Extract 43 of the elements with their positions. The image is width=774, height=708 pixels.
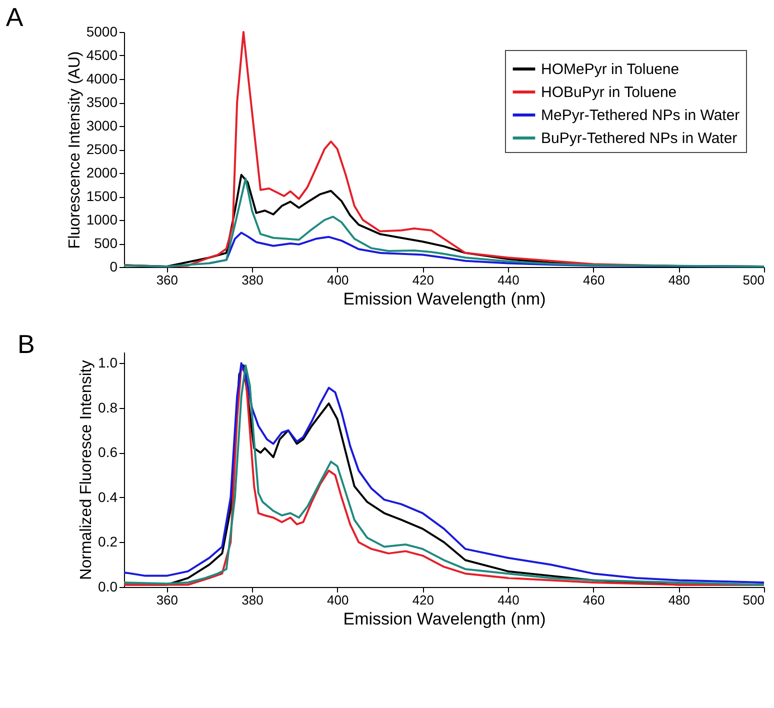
legend-label: HOBuPyr in Toluene [541,84,677,101]
x-tick-label: 400 [326,272,349,288]
x-tick-label: 480 [668,592,690,608]
y-axis-title: Fluorescence Intensity (AU) [66,51,84,249]
x-tick-label: 460 [582,272,605,288]
x-tick-label: 380 [242,272,264,288]
x-tick-label: 360 [156,592,178,608]
y-tick-label: 3500 [86,94,118,110]
x-tick-label: 440 [498,272,520,288]
y-tick-label: 5000 [86,24,118,40]
x-tick-label: 460 [582,592,605,608]
legend-label: MePyr-Tethered NPs in Water [541,107,740,124]
x-axis-title: Emission Wavelength (nm) [343,610,546,628]
chart-title: B [18,329,35,359]
x-tick-label: 440 [498,592,520,608]
y-tick-label: 2500 [86,141,118,157]
y-tick-label: 1500 [86,188,118,204]
y-tick-label: 1000 [86,212,118,228]
y-tick-label: 0.8 [98,399,118,416]
y-tick-label: 4000 [86,70,118,86]
legend-label: BuPyr-Tethered NPs in Water [541,130,738,147]
y-tick-label: 3000 [86,118,118,134]
x-tick-label: 420 [412,592,434,608]
y-tick-label: 500 [94,235,118,251]
y-tick-label: 0.6 [98,444,118,460]
x-tick-label: 500 [742,592,764,608]
x-tick-label: 420 [412,272,434,288]
y-axis-title: Normalized Fluoresce Intensity [78,360,96,580]
y-tick-label: 0 [110,258,118,274]
legend-label: HOMePyr in Toluene [541,61,680,78]
y-tick-label: 4500 [86,47,118,63]
x-tick-label: 480 [668,272,690,288]
y-tick-label: 0.2 [98,534,118,550]
x-tick-label: 360 [156,272,178,288]
x-tick-label: 500 [742,272,764,288]
x-tick-label: 400 [326,592,349,608]
y-tick-label: 0.0 [98,578,118,594]
y-tick-label: 0.4 [98,488,118,505]
x-tick-label: 380 [242,592,264,608]
x-axis-title: Emission Wavelength (nm) [343,290,546,308]
chart-title: A [6,2,24,32]
y-tick-label: 1.0 [98,354,118,371]
y-tick-label: 2000 [86,164,118,180]
